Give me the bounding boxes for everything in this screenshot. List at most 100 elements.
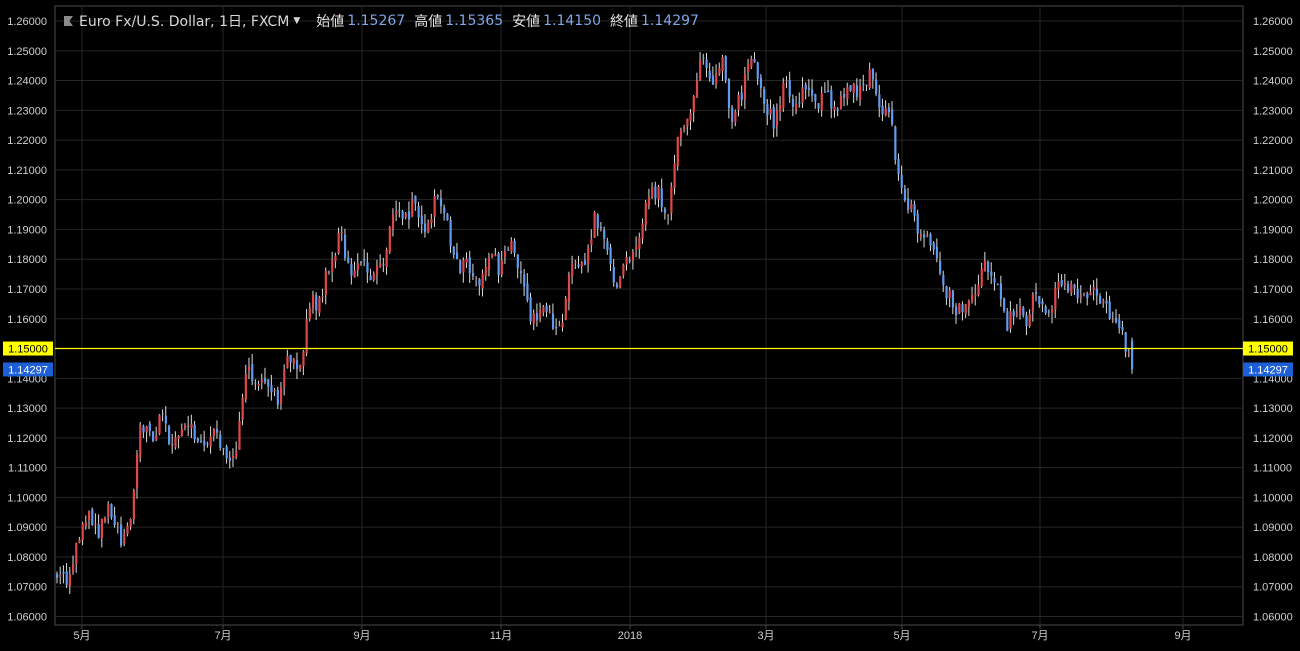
candle-body-up xyxy=(372,274,375,280)
candle-body-up xyxy=(651,186,654,198)
candle-body-down xyxy=(711,75,715,85)
candle-body-up xyxy=(292,358,295,364)
candle-body-up xyxy=(510,241,513,252)
candle-body-down xyxy=(766,104,769,116)
candle-body-up xyxy=(747,64,750,73)
candle-body-down xyxy=(887,107,891,113)
candle-body-down xyxy=(327,271,331,273)
candle-body-down xyxy=(343,234,347,258)
symbol-title[interactable]: Euro Fx/U.S. Dollar, 1日, FXCM xyxy=(79,14,290,30)
candle-body-up xyxy=(590,239,593,245)
last-price-tag-left xyxy=(3,362,53,377)
candle-body-down xyxy=(935,246,939,258)
candle-body-up xyxy=(462,260,465,273)
candle-body-down xyxy=(939,260,942,274)
candle-body-down xyxy=(167,426,171,444)
candle-body-up xyxy=(571,264,574,277)
x-tick-label: 11月 xyxy=(490,630,512,642)
candle-body-down xyxy=(347,257,350,263)
candle-body-up xyxy=(433,195,436,217)
candle-body-down xyxy=(999,283,1003,300)
candle-body-down xyxy=(599,226,603,228)
candle-body-up xyxy=(257,384,260,386)
candle-body-down xyxy=(897,158,900,175)
y-tick-label-right: 1.16000 xyxy=(1253,314,1293,326)
y-tick-label-right: 1.22000 xyxy=(1253,135,1293,147)
close-label: 終値 xyxy=(610,14,639,30)
candle-body-down xyxy=(596,214,599,229)
candle-body-down xyxy=(315,295,318,311)
candle-body-down xyxy=(382,263,385,265)
candle-body-down xyxy=(193,424,196,440)
candle-body-up xyxy=(1127,353,1131,355)
candle-body-down xyxy=(436,195,439,197)
candle-body-down xyxy=(1073,284,1076,289)
candle-body-down xyxy=(583,260,587,265)
candle-body-up xyxy=(321,296,324,298)
candle-body-up xyxy=(695,80,699,98)
open-value: 1.15267 xyxy=(347,13,406,29)
candle-body-up xyxy=(411,198,414,217)
candle-body-up xyxy=(395,210,398,215)
candle-body-up xyxy=(427,222,430,233)
candle-body-up xyxy=(971,295,974,303)
y-tick-label-right: 1.18000 xyxy=(1253,254,1293,266)
x-tick-label: 7月 xyxy=(214,630,231,642)
candle-body-up xyxy=(491,254,494,258)
candle-body-up xyxy=(334,255,337,262)
candle-body-down xyxy=(878,94,881,108)
candle-body-up xyxy=(145,426,148,433)
candle-body-up xyxy=(247,366,251,372)
candle-body-up xyxy=(795,104,798,110)
candle-body-up xyxy=(494,254,497,256)
candle-body-down xyxy=(990,271,993,277)
x-tick-label: 3月 xyxy=(757,630,774,642)
symbol-dropdown-icon[interactable]: ▼ xyxy=(293,16,301,26)
x-tick-label: 5月 xyxy=(893,630,910,642)
candle-body-down xyxy=(907,198,910,210)
candle-body-up xyxy=(980,268,983,287)
candle-body-up xyxy=(308,308,311,319)
candle-body-up xyxy=(484,267,487,277)
candle-body-down xyxy=(705,59,708,69)
candle-body-up xyxy=(311,294,315,309)
candle-body-down xyxy=(900,174,903,189)
candle-body-up xyxy=(139,425,142,458)
candle-body-up xyxy=(983,260,987,272)
candle-body-up xyxy=(638,237,641,249)
candle-body-up xyxy=(919,234,923,237)
candle-body-down xyxy=(1060,280,1063,286)
candle-body-up xyxy=(580,262,583,267)
candle-body-up xyxy=(84,522,87,526)
candle-body-down xyxy=(1003,298,1006,311)
candle-body-up xyxy=(679,130,683,139)
y-tick-label-left: 1.24000 xyxy=(7,76,47,88)
candle-body-down xyxy=(609,247,612,265)
candle-body-down xyxy=(443,207,446,214)
candle-body-up xyxy=(718,68,721,74)
candle-body-down xyxy=(955,306,958,316)
candle-body-up xyxy=(1031,294,1035,312)
candle-body-down xyxy=(228,457,231,461)
candle-body-down xyxy=(817,103,820,109)
candle-body-up xyxy=(641,223,644,239)
candle-body-down xyxy=(987,261,990,273)
candle-body-down xyxy=(215,429,219,433)
candle-body-up xyxy=(1019,306,1022,315)
candle-body-down xyxy=(577,264,580,267)
candle-body-down xyxy=(772,107,775,129)
candle-body-down xyxy=(420,215,423,224)
candle-body-down xyxy=(417,206,420,218)
candle-body-down xyxy=(827,90,830,93)
candle-body-down xyxy=(62,571,65,574)
candle-body-up xyxy=(235,450,238,458)
hline-price-label-right: 1.15000 xyxy=(1248,344,1288,356)
candle-body-down xyxy=(414,195,417,204)
candle-body-down xyxy=(603,229,606,239)
candle-body-up xyxy=(430,218,433,223)
candle-body-up xyxy=(1028,313,1031,327)
candle-body-down xyxy=(263,378,267,383)
candle-body-down xyxy=(814,94,817,102)
